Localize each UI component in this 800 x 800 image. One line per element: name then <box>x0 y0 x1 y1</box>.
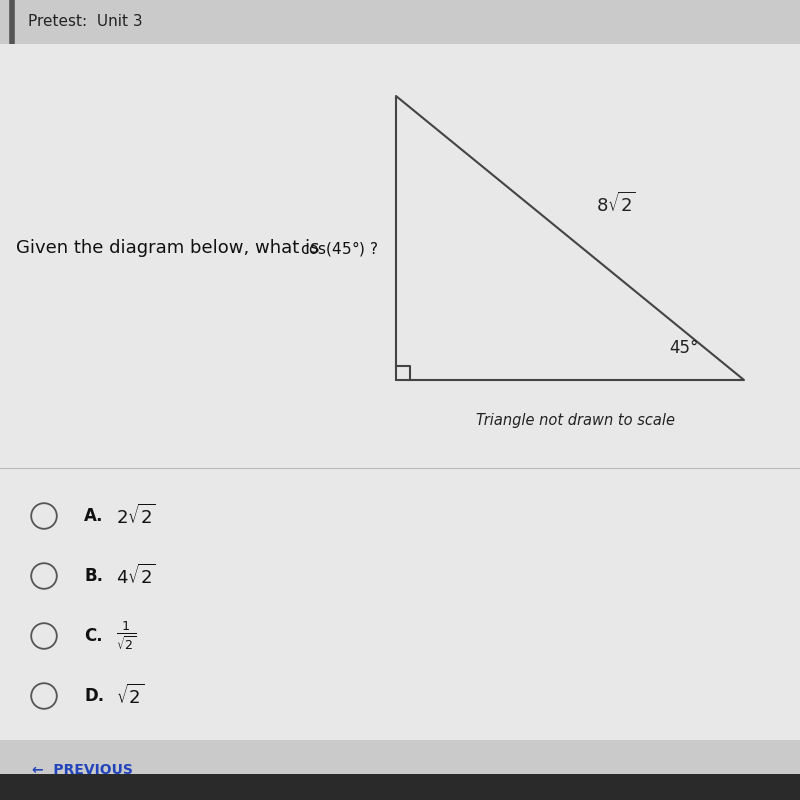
Text: Given the diagram below, what is: Given the diagram below, what is <box>16 239 326 257</box>
Text: $4\sqrt{2}$: $4\sqrt{2}$ <box>116 564 156 588</box>
Text: D.: D. <box>84 687 104 705</box>
FancyBboxPatch shape <box>0 44 800 740</box>
Text: B.: B. <box>84 567 103 585</box>
Text: Pretest:  Unit 3: Pretest: Unit 3 <box>28 14 142 30</box>
Text: ←  PREVIOUS: ← PREVIOUS <box>32 763 133 777</box>
FancyBboxPatch shape <box>0 0 800 44</box>
Text: A.: A. <box>84 507 103 525</box>
Text: $8\sqrt{2}$: $8\sqrt{2}$ <box>596 192 636 216</box>
FancyBboxPatch shape <box>0 740 800 800</box>
Text: 45°: 45° <box>670 339 698 357</box>
Text: C.: C. <box>84 627 102 645</box>
Text: Triangle not drawn to scale: Triangle not drawn to scale <box>477 413 675 427</box>
Text: $2\sqrt{2}$: $2\sqrt{2}$ <box>116 504 156 528</box>
FancyBboxPatch shape <box>0 774 800 800</box>
Text: $\frac{1}{\sqrt{2}}$: $\frac{1}{\sqrt{2}}$ <box>116 620 137 652</box>
Text: $\sqrt{2}$: $\sqrt{2}$ <box>116 684 145 708</box>
Text: $\mathregular{cos}$$(45°)$ ?: $\mathregular{cos}$$(45°)$ ? <box>300 238 378 258</box>
